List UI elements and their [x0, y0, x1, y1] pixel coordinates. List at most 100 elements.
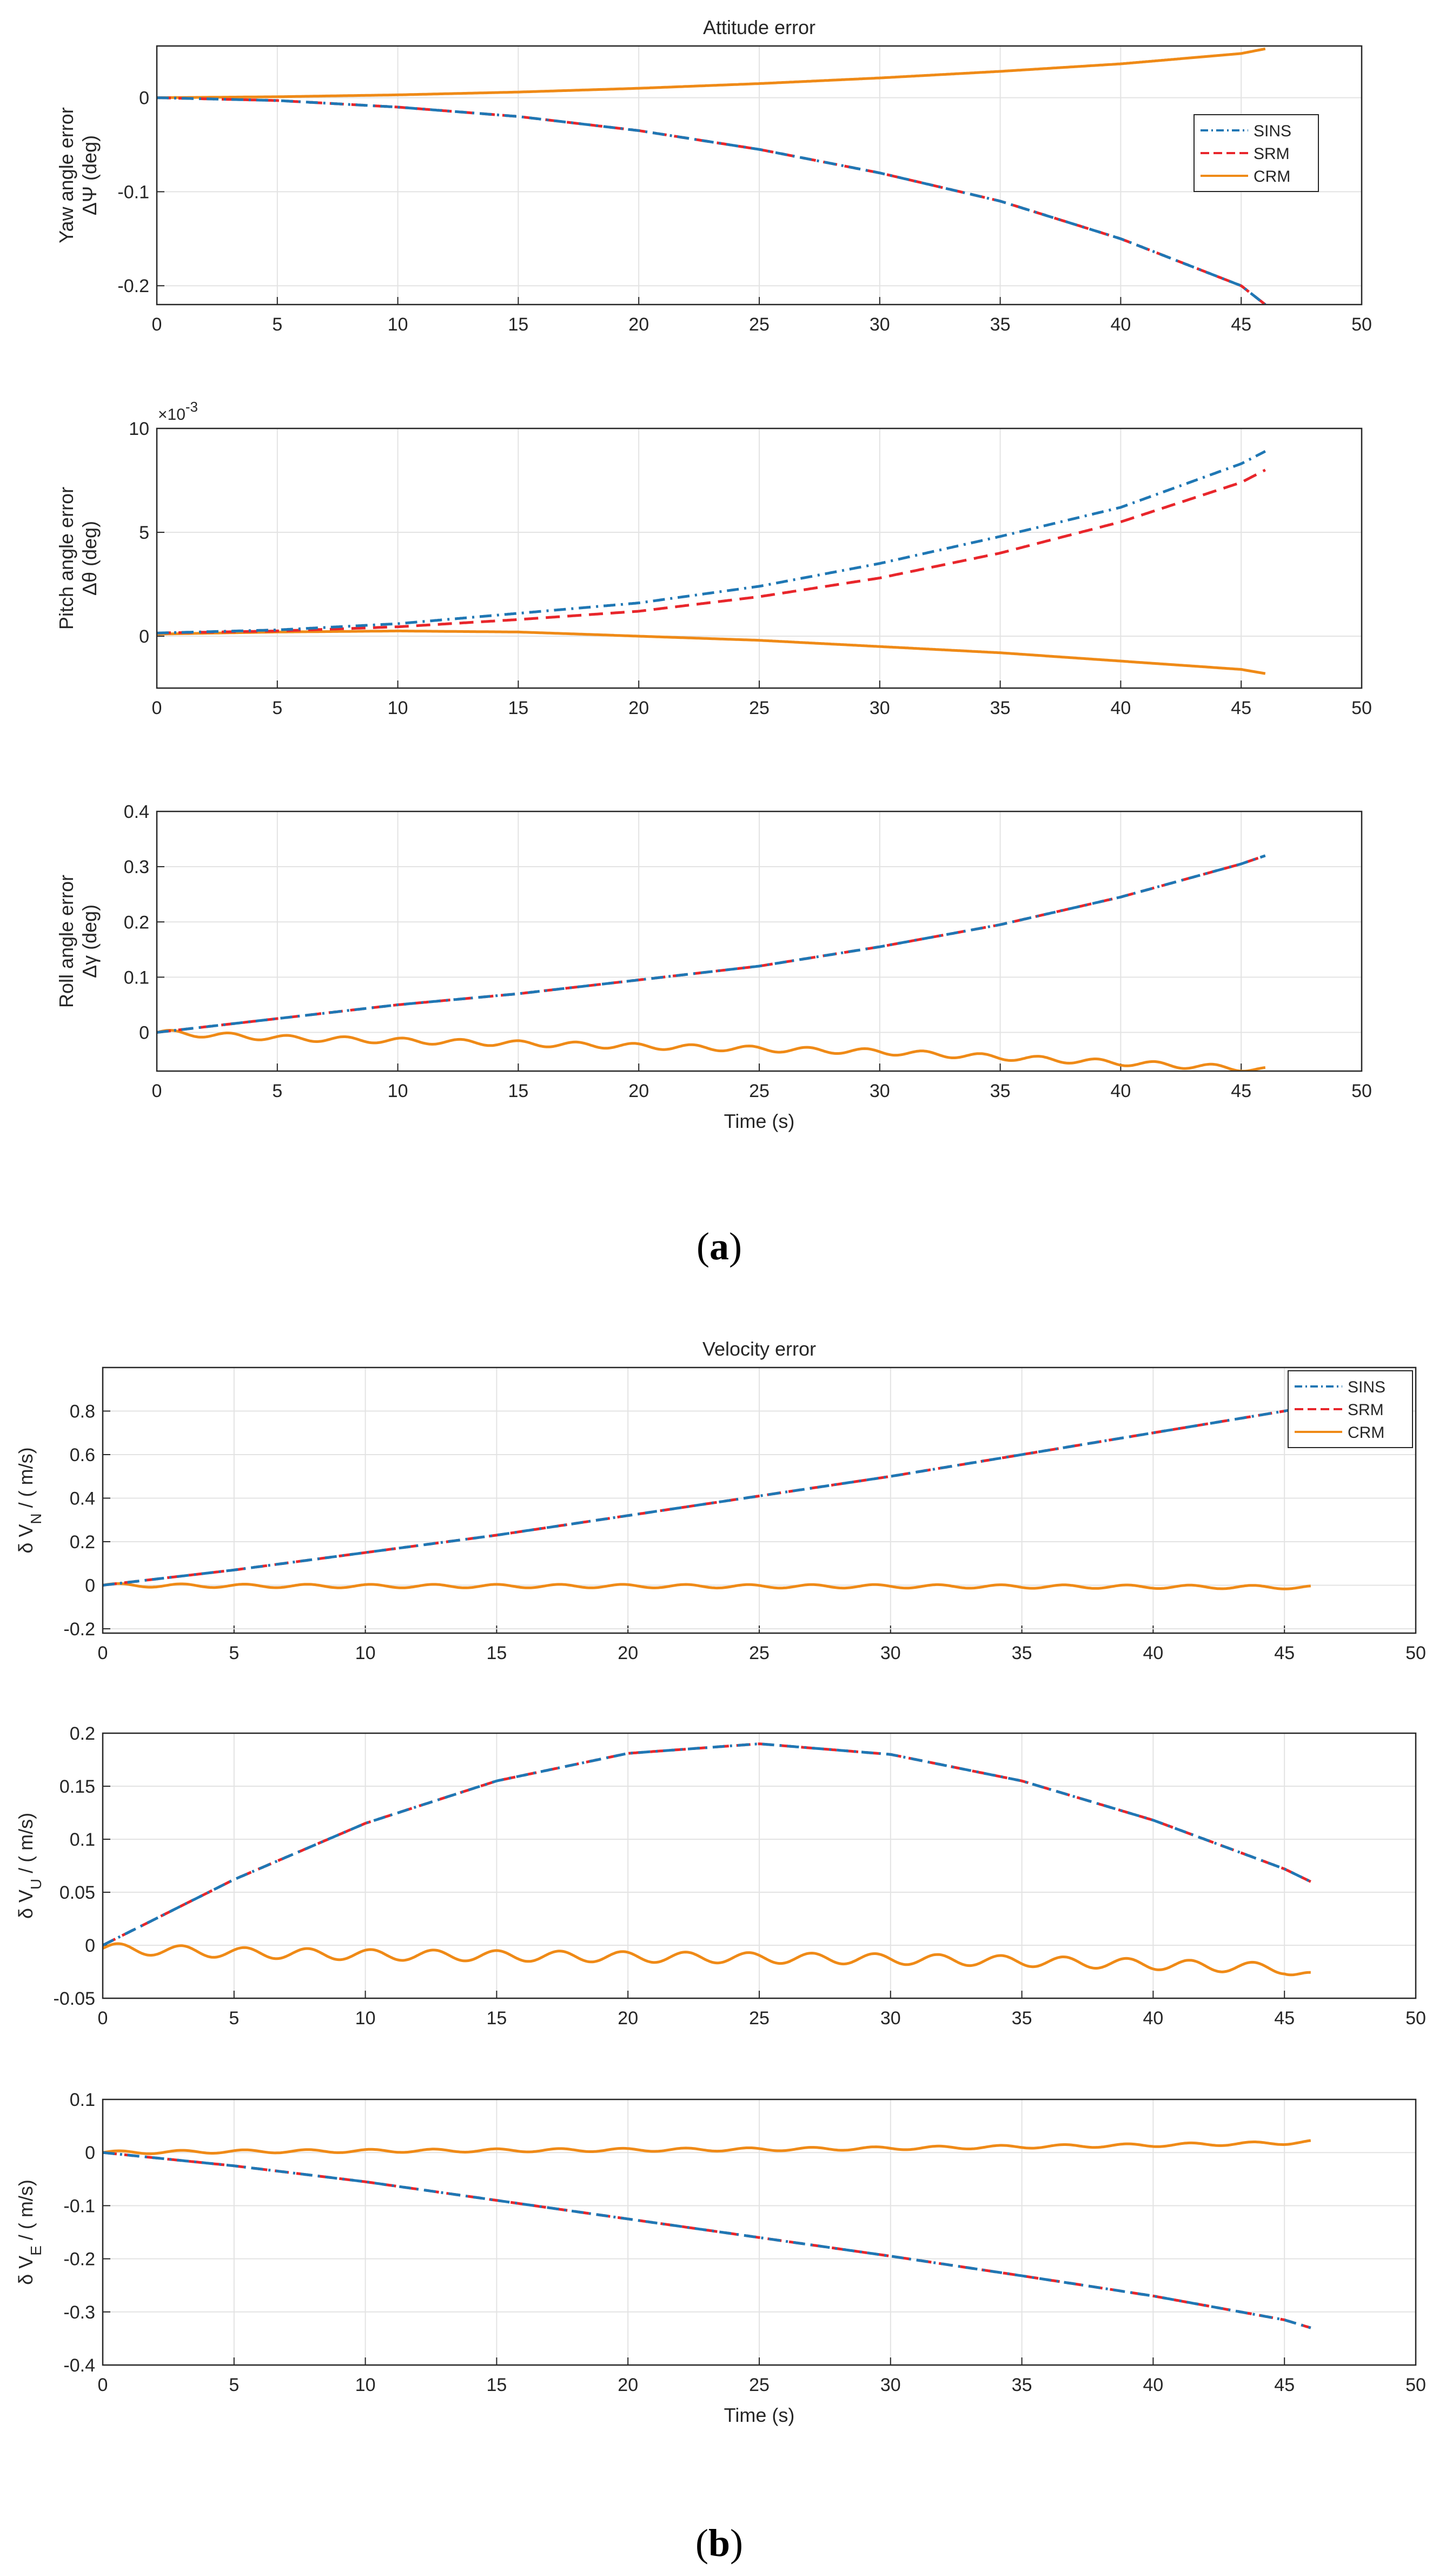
- yaw-xtick-label: 15: [508, 314, 528, 335]
- ve-xtick-label: 10: [355, 2375, 376, 2395]
- vu-series-crm: [103, 1942, 1311, 1977]
- ve-xtick-label: 5: [229, 2375, 239, 2395]
- roll-xtick-label: 45: [1231, 1081, 1251, 1101]
- vu-xtick-label: 50: [1405, 2008, 1426, 2029]
- pitch-xtick-label: 10: [388, 698, 408, 718]
- ve-xtick-label: 0: [98, 2375, 108, 2395]
- yaw-xtick-label: 20: [628, 314, 649, 335]
- roll-series-sins: [157, 854, 1266, 1034]
- yaw-xtick-label: 45: [1231, 314, 1251, 335]
- ve-xtick-label: 25: [749, 2375, 770, 2395]
- roll-xtick-label: 25: [749, 1081, 770, 1101]
- ve-xtick-label: 50: [1405, 2375, 1426, 2395]
- caption-b-open: (: [695, 2521, 708, 2565]
- ve-xtick-label: 20: [618, 2375, 638, 2395]
- chart-vu: 0 5 10 15 20 25 30 35 40 45 50-0.0500.050.10.150.2…: [15, 1723, 1426, 2029]
- chart-pitch: 0 5 10 15 20 25 30 35 40 45 50 0 5 10 Pitch angle erro…: [55, 399, 1372, 718]
- ve-series-sins: [103, 2151, 1311, 2329]
- vu-ytick-label: 0.2: [70, 1723, 95, 1744]
- ve-ytick-label: -0.2: [63, 2249, 95, 2270]
- yaw-xtick-label: 5: [272, 314, 282, 335]
- vn-xtick-label: 15: [486, 1643, 507, 1663]
- yaw-xtick-label: 25: [749, 314, 770, 335]
- pitch-series-srm: [157, 468, 1266, 635]
- roll-series-crm: [157, 1029, 1266, 1071]
- yaw-legend: SINS SRM CRM: [1193, 114, 1319, 192]
- vu-ylabel: δ VU / ( m/s): [15, 1813, 44, 1919]
- vn-xtick-label: 20: [618, 1643, 638, 1663]
- roll-xtick-label: 10: [388, 1081, 408, 1101]
- pitch-xtick-label: 30: [870, 698, 890, 718]
- ve-xlabel: Time (s): [724, 2404, 795, 2426]
- vn-ytick-label: 0.6: [70, 1445, 95, 1465]
- caption-b: (b): [695, 2521, 743, 2565]
- ve-xtick-label: 15: [486, 2375, 507, 2395]
- pitch-ytick-label: 0: [139, 626, 149, 647]
- vu-xtick-label: 0: [98, 2008, 108, 2029]
- vn-xtick-label: 25: [749, 1643, 770, 1663]
- vu-xtick-label: 25: [749, 2008, 770, 2029]
- pitch-xtick-label: 25: [749, 698, 770, 718]
- roll-ylabel-line2: Δγ (deg): [78, 904, 101, 978]
- vn-xtick-label: 40: [1143, 1643, 1163, 1663]
- ve-ytick-label: 0.1: [70, 2090, 95, 2110]
- vn-series-sins: [103, 1405, 1311, 1587]
- vu-xtick-label: 5: [229, 2008, 239, 2029]
- vu-ytick-label: 0: [85, 1936, 95, 1956]
- roll-ytick-label: 0.2: [124, 912, 149, 933]
- yaw-ylabel-line2: ΔΨ (deg): [78, 135, 101, 215]
- ve-ytick-label: -0.4: [63, 2355, 95, 2376]
- chart-roll: 0 5 10 15 20 25 30 35 40 45 50 0 0.1 0.2 0.3 0.4 Time (s…: [55, 802, 1372, 1132]
- pitch-xtick-label: 45: [1231, 698, 1251, 718]
- vn-xtick-label: 0: [98, 1643, 108, 1663]
- chart-yaw: 0 5 10 15 20 25 30 35 40 45 50 0 -0.1 -0.2 Attitude er…: [55, 16, 1372, 335]
- vu-xtick-label: 20: [618, 2008, 638, 2029]
- roll-xtick-label: 5: [272, 1081, 282, 1101]
- caption-b-letter: b: [708, 2521, 730, 2565]
- vn-xtick-label: 5: [229, 1643, 239, 1663]
- vn-xtick-label: 35: [1012, 1643, 1032, 1663]
- yaw-ytick-label: -0.2: [117, 276, 149, 296]
- chart-ve: 0 5 10 15 20 25 30 35 40 45 50 -0.4 -0.3 -0.2 -0.1 0 0.1…: [15, 2090, 1426, 2426]
- pitch-xtick-label: 35: [990, 698, 1011, 718]
- pitch-series-crm: [157, 629, 1266, 675]
- vu-axes-box: [102, 1732, 1417, 1999]
- roll-xtick-label: 50: [1351, 1081, 1372, 1101]
- vu-ytick-label: 0.1: [70, 1829, 95, 1850]
- vn-series-crm: [103, 1582, 1311, 1590]
- yaw-xtick-label: 35: [990, 314, 1011, 335]
- vu-xtick-label: 10: [355, 2008, 376, 2029]
- vn-ytick-label: -0.2: [63, 1619, 95, 1640]
- yaw-ytick-label: 0: [139, 88, 149, 109]
- ve-ytick-label: -0.1: [63, 2196, 95, 2216]
- vn-xtick-label: 10: [355, 1643, 376, 1663]
- yaw-legend-label-srm: SRM: [1254, 145, 1290, 163]
- yaw-xtick-label: 0: [152, 314, 162, 335]
- pitch-xtick-label: 0: [152, 698, 162, 718]
- ve-ytick-label: -0.3: [63, 2302, 95, 2323]
- roll-ytick-label: 0: [139, 1023, 149, 1043]
- vu-series-sins: [103, 1742, 1311, 1947]
- yaw-xtick-label: 50: [1351, 314, 1372, 335]
- pitch-axes-box: [156, 427, 1363, 689]
- yaw-legend-label-sins: SINS: [1254, 122, 1291, 140]
- pitch-ytick-label: 5: [139, 523, 149, 543]
- roll-xtick-label: 40: [1110, 1081, 1131, 1101]
- vu-xtick-label: 15: [486, 2008, 507, 2029]
- pitch-xtick-label: 40: [1110, 698, 1131, 718]
- pitch-xtick-label: 5: [272, 698, 282, 718]
- vn-ylabel: δ VN / ( m/s): [15, 1447, 44, 1553]
- vu-xtick-label: 40: [1143, 2008, 1163, 2029]
- caption-a-letter: a: [709, 1225, 729, 1268]
- vu-xtick-label: 35: [1012, 2008, 1032, 2029]
- yaw-series-crm: [157, 47, 1266, 100]
- roll-ytick-label: 0.4: [124, 802, 149, 822]
- vn-ytick-label: 0.2: [70, 1532, 95, 1553]
- caption-b-close: ): [730, 2521, 743, 2565]
- ve-xtick-label: 30: [880, 2375, 901, 2395]
- ve-xtick-label: 35: [1012, 2375, 1032, 2395]
- pitch-xtick-label: 20: [628, 698, 649, 718]
- ve-ylabel: δ VE / ( m/s): [15, 2179, 44, 2285]
- vu-ytick-label: -0.05: [54, 1989, 96, 2009]
